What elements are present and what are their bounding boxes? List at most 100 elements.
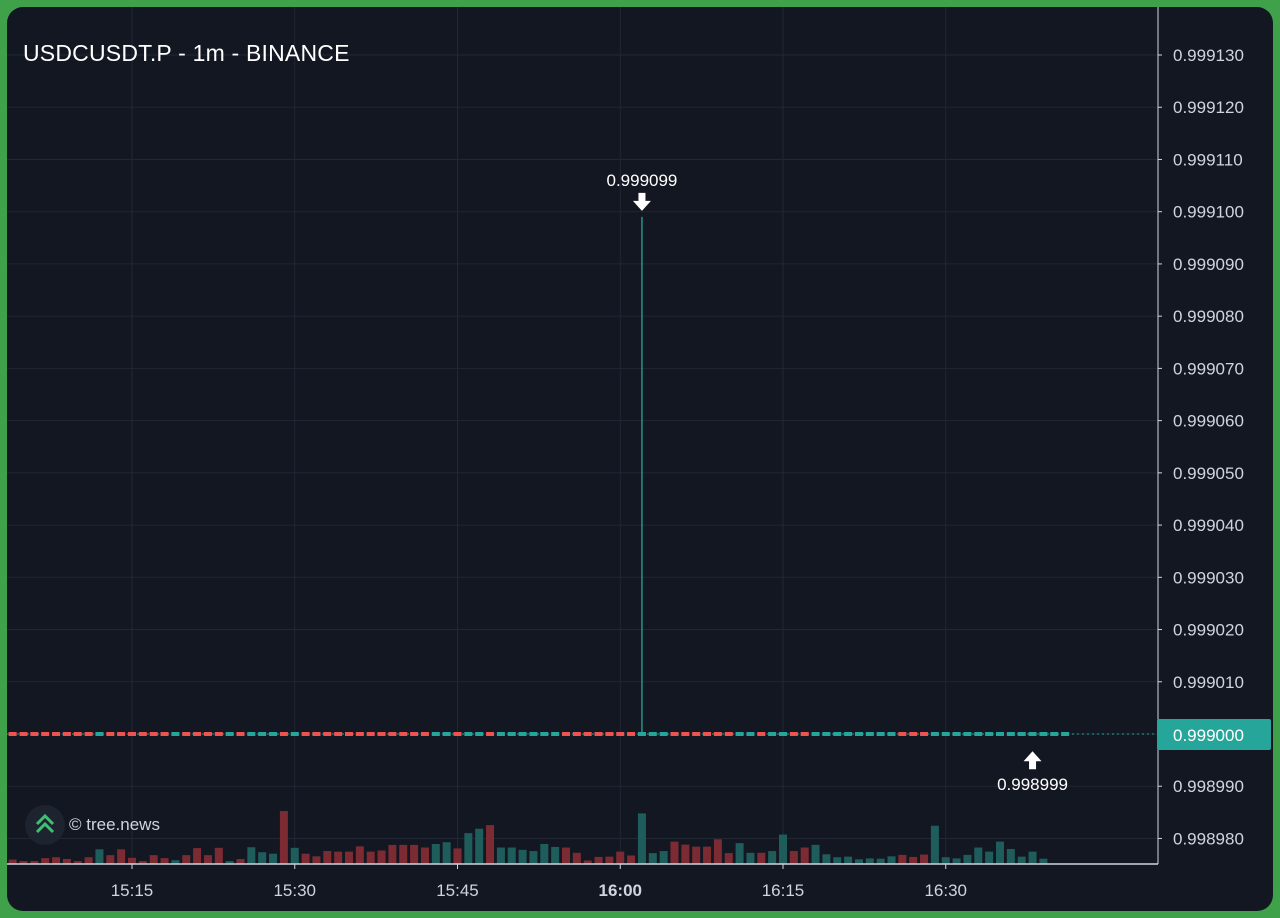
volume-bar	[62, 859, 71, 864]
volume-bar	[540, 844, 549, 864]
candle-body	[138, 732, 147, 736]
y-tick-label: 0.999020	[1173, 621, 1244, 640]
candle-body	[724, 732, 733, 736]
volume-bar	[757, 852, 766, 864]
candle-body	[171, 732, 180, 736]
volume-bar	[160, 858, 169, 864]
volume-bar	[507, 847, 516, 864]
volume-bar	[193, 848, 202, 864]
candle-body	[160, 732, 169, 736]
volume-bar	[724, 853, 733, 864]
y-tick-label: 0.998990	[1173, 777, 1244, 796]
candle-body	[279, 732, 288, 736]
candle-body	[605, 732, 614, 736]
volume-bar	[128, 857, 136, 864]
x-tick-label: 15:45	[436, 881, 479, 900]
volume-bar	[529, 851, 538, 864]
candle-body	[844, 732, 853, 736]
watermark-text: © tree.news	[69, 815, 160, 834]
candle-body	[19, 732, 28, 736]
volume-bar	[985, 851, 994, 864]
candle-body	[1017, 732, 1026, 736]
volume-bar	[366, 851, 375, 864]
y-tick-label: 0.999120	[1173, 98, 1244, 117]
y-tick-label: 0.998980	[1173, 829, 1244, 848]
volume-bar	[572, 852, 581, 864]
volume-bar	[713, 839, 722, 864]
candle-body	[746, 732, 755, 736]
volume-bar	[920, 854, 929, 864]
candle-body	[779, 732, 787, 736]
volume-bar	[551, 846, 560, 864]
candle-body	[713, 732, 722, 736]
volume-bar	[236, 859, 245, 864]
candle-body	[258, 732, 267, 736]
volume-bar	[106, 855, 115, 864]
current-price-label: 0.999000	[1173, 726, 1244, 745]
volume-bar	[768, 851, 777, 864]
volume-bar	[627, 855, 636, 864]
candle-body	[529, 732, 538, 736]
candle-body	[225, 732, 234, 736]
candle-body	[410, 732, 419, 736]
candle-body	[930, 732, 939, 736]
volume-bar	[789, 851, 798, 864]
volume-bar	[681, 844, 690, 864]
volume-bar	[1006, 849, 1015, 864]
candle-body	[1006, 732, 1015, 736]
candle-body	[648, 732, 657, 736]
watermark: © tree.news	[25, 805, 160, 845]
candle-body	[106, 732, 115, 736]
volume-bar	[431, 844, 440, 864]
tree-logo-icon	[25, 805, 65, 845]
volume-bar	[442, 842, 451, 864]
volume-bar	[486, 825, 495, 864]
candle-body	[1028, 732, 1037, 736]
volume-bar	[800, 847, 809, 864]
y-tick-label: 0.999080	[1173, 307, 1244, 326]
candle-body	[182, 732, 191, 736]
low-annotation: 0.998999	[997, 751, 1068, 794]
candle-body	[703, 732, 712, 736]
candle-body	[735, 732, 744, 736]
volume-bar	[475, 828, 484, 864]
candle-body	[52, 732, 61, 736]
candle-body	[681, 732, 690, 736]
candle-body	[388, 732, 397, 736]
candle-body	[659, 732, 668, 736]
volume-bar	[410, 844, 419, 864]
volume-bar	[703, 846, 712, 864]
candle-body	[572, 732, 581, 736]
x-tick-label: 15:30	[273, 881, 316, 900]
candle-body	[822, 732, 831, 736]
candle-body	[811, 732, 820, 736]
volume-bar	[388, 844, 397, 864]
candle-body	[247, 732, 256, 736]
volume-bar	[84, 857, 93, 864]
candle-body	[627, 732, 636, 736]
y-tick-label: 0.999070	[1173, 359, 1244, 378]
candle-body	[290, 732, 299, 736]
volume-bar	[117, 849, 126, 864]
volume-bar	[909, 856, 918, 864]
candle-body	[193, 732, 202, 736]
volume-bar	[876, 858, 885, 864]
volume-bar	[1039, 858, 1048, 864]
candle-body	[366, 732, 375, 736]
volume-bar	[247, 847, 256, 864]
candle-body	[73, 732, 82, 736]
volume-bar	[420, 847, 429, 864]
volume-bar	[171, 860, 180, 864]
candle-body	[95, 732, 104, 736]
candle-body	[1039, 732, 1048, 736]
y-tick-label: 0.999060	[1173, 412, 1244, 431]
candle-body	[974, 732, 983, 736]
volume-bar	[562, 847, 570, 864]
volume-bar	[670, 841, 679, 864]
candle-body	[214, 732, 223, 736]
candle-body	[551, 732, 560, 736]
candle-body	[518, 732, 527, 736]
chart-canvas[interactable]: 0.999099 0.998999 0.999130 0.999120 0.999110…	[7, 7, 1273, 911]
candle-body	[833, 732, 842, 736]
volume-bar	[930, 825, 939, 864]
